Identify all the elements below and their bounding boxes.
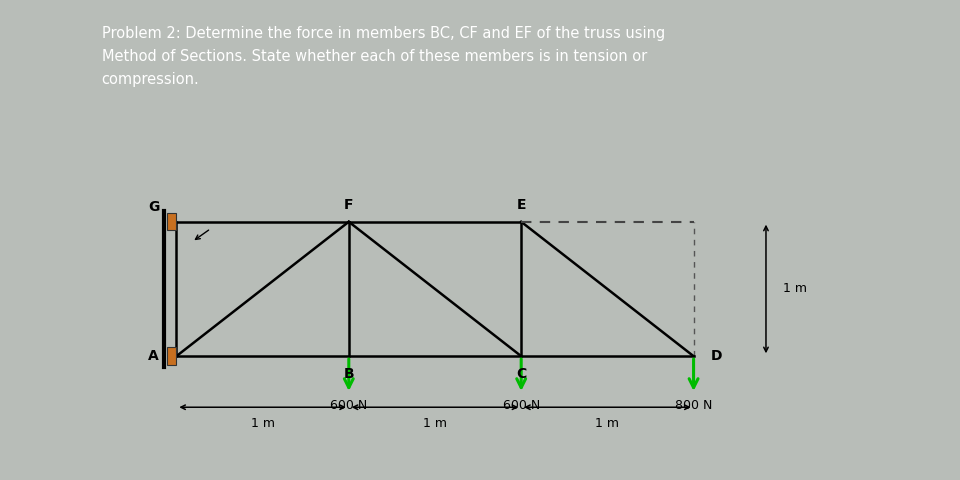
Text: C: C (516, 367, 526, 381)
Text: A: A (149, 349, 159, 363)
Text: 1 m: 1 m (251, 417, 275, 430)
Text: G: G (148, 200, 159, 214)
Text: 600 N: 600 N (503, 399, 540, 412)
Text: 800 N: 800 N (675, 399, 712, 412)
Text: 1 m: 1 m (423, 417, 447, 430)
Text: Problem 2: Determine the force in members BC, CF and EF of the truss using
Metho: Problem 2: Determine the force in member… (102, 25, 665, 87)
Text: 1 m: 1 m (783, 282, 807, 296)
Text: 1 m: 1 m (595, 417, 619, 430)
Bar (167, 348, 177, 365)
Text: F: F (344, 198, 353, 212)
Text: D: D (710, 349, 722, 363)
Text: 600 N: 600 N (330, 399, 368, 412)
Text: E: E (516, 198, 526, 212)
Bar (167, 213, 177, 230)
Text: B: B (344, 367, 354, 381)
